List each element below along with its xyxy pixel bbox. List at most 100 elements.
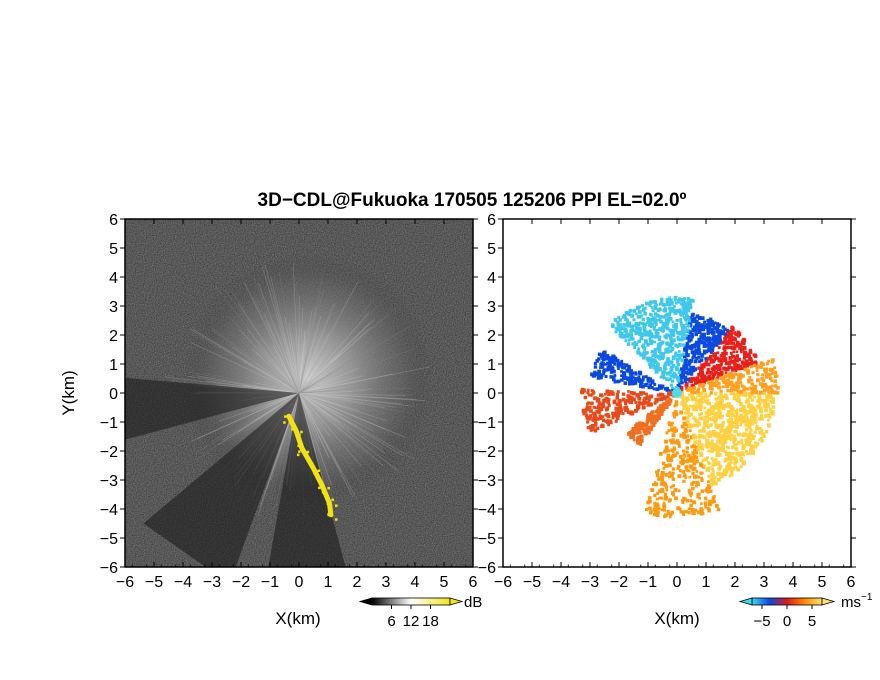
velocity-pixel: [771, 384, 774, 388]
velocity-pixel: [667, 357, 670, 361]
velocity-pixel: [712, 366, 715, 370]
clutter-streak: [298, 392, 324, 432]
velocity-pixel: [712, 460, 715, 463]
velocity-pixel: [612, 376, 616, 379]
velocity-pixel: [683, 347, 688, 352]
velocity-pixel: [769, 410, 773, 414]
velocity-pixel: [684, 404, 689, 409]
yellow-echo-speck: [322, 488, 326, 491]
velocity-pixel: [602, 353, 606, 358]
x-tick-label: −6: [116, 574, 134, 591]
velocity-pixel: [688, 330, 692, 334]
velocity-pixel: [693, 343, 698, 347]
velocity-pixel: [682, 434, 686, 438]
velocity-pixel: [653, 340, 657, 344]
velocity-pixel: [615, 358, 620, 363]
velocity-pixel: [655, 303, 658, 307]
velocity-pixel: [595, 426, 600, 431]
velocity-pixel: [652, 507, 657, 512]
velocity-pixel: [675, 309, 679, 313]
velocity-pixel: [735, 392, 740, 397]
velocity-pixel: [684, 459, 688, 463]
velocity-pixel: [682, 364, 687, 369]
velocity-pixel: [599, 373, 604, 378]
velocity-pixel: [708, 327, 712, 331]
velocity-pixel: [684, 363, 689, 368]
velocity-pixel: [623, 381, 628, 385]
velocity-pixel: [658, 327, 662, 331]
velocity-pixel: [707, 444, 711, 448]
clutter-streak: [196, 375, 300, 394]
velocity-pixel: [736, 355, 739, 359]
velocity-pixel: [731, 386, 735, 390]
y-tick-label: −6: [478, 560, 496, 577]
velocity-pixel: [763, 408, 768, 413]
y-tick-label: 1: [487, 357, 496, 374]
velocity-pixel: [695, 314, 700, 319]
velocity-pixel: [683, 473, 687, 477]
velocity-pixel: [731, 391, 735, 395]
velocity-pixel: [665, 464, 669, 468]
velocity-pixel: [671, 467, 676, 471]
velocity-pixel: [699, 512, 703, 516]
velocity-pixel: [629, 381, 634, 386]
velocity-pixel: [652, 327, 656, 331]
velocity-pixel: [740, 407, 744, 411]
velocity-pixel: [741, 446, 746, 451]
clutter-streak: [298, 392, 415, 460]
velocity-pixel: [768, 391, 772, 395]
velocity-pixel: [642, 401, 646, 405]
velocity-pixel: [674, 301, 678, 305]
velocity-pixel: [684, 423, 688, 427]
velocity-pixel: [733, 462, 737, 466]
velocity-pixel: [587, 393, 591, 397]
velocity-pixel: [592, 405, 596, 409]
y-tick-label: 2: [109, 328, 118, 345]
velocity-pixel: [683, 497, 688, 501]
velocity-pixel: [771, 397, 775, 402]
velocity-pixel: [648, 323, 652, 327]
velocity-pixel: [711, 411, 715, 416]
velocity-pixel: [643, 346, 647, 350]
velocity-pixel: [768, 393, 772, 397]
velocity-pixel: [685, 450, 689, 454]
velocity-pixel: [702, 425, 706, 429]
velocity-pixel: [630, 410, 634, 415]
velocity-pixel: [770, 388, 774, 393]
velocity-pixel: [667, 306, 672, 310]
velocity-pixel: [762, 392, 766, 396]
velocity-pixel: [664, 318, 669, 323]
velocity-pixel: [721, 378, 726, 383]
velocity-pixel: [680, 368, 683, 372]
velocity-pixel: [751, 410, 756, 415]
velocity-pixel: [704, 503, 707, 507]
velocity-pixel: [751, 389, 756, 393]
clutter-streak: [251, 323, 300, 394]
velocity-pixel: [722, 340, 726, 344]
velocity-pixel: [612, 360, 616, 364]
velocity-pixel: [673, 426, 676, 430]
velocity-pixel: [649, 403, 653, 407]
velocity-pixel: [700, 316, 705, 321]
velocity-pixel: [739, 423, 743, 427]
velocity-pixel: [707, 502, 712, 507]
clutter-streak: [298, 380, 372, 394]
velocity-pixel: [634, 400, 638, 404]
clutter-streak: [242, 385, 300, 394]
velocity-pixel: [671, 379, 675, 383]
velocity-pixel: [725, 430, 729, 434]
velocity-pixel: [729, 469, 734, 474]
velocity-pixel: [758, 390, 763, 395]
clutter-streak: [244, 392, 300, 433]
clutter-streak: [298, 392, 396, 408]
velocity-pixel: [716, 367, 721, 371]
velocity-pixel: [658, 302, 662, 306]
velocity-pixel: [659, 351, 662, 355]
velocity-pixel: [656, 308, 660, 312]
y-tick-label: −4: [478, 502, 496, 519]
velocity-pixel: [718, 373, 723, 378]
velocity-pixel: [667, 389, 672, 394]
velocity-pixel: [724, 451, 729, 456]
velocity-pixel: [717, 337, 721, 341]
clutter-streak: [243, 361, 300, 394]
